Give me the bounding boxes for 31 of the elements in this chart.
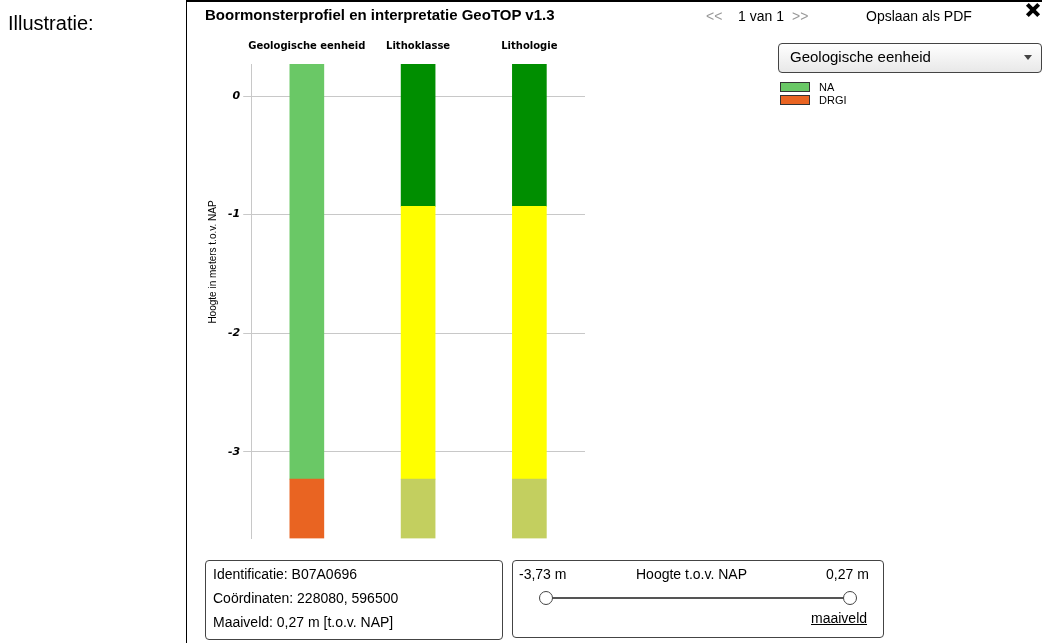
bar [400,64,436,207]
bar [400,205,436,480]
x-tick-label: Lithoklasse [386,39,451,51]
text: 0,27 m [826,566,869,582]
bar [512,205,547,480]
y-tick-label: 0 [232,88,241,102]
text: >> [792,8,809,24]
bar [289,64,325,480]
bar [400,478,436,539]
text: -3,73 m [519,566,567,582]
text: Identificatie: B07A0696 [213,566,357,582]
bar [512,478,547,539]
bar [512,64,547,207]
x-tick-label: Geologische eenheid [248,39,366,51]
text: Hoogte t.o.v. NAP [636,566,748,582]
y-tick-label: -1 [227,207,241,221]
y-axis-title: Hoogte in meters t.o.v. NAP [206,200,218,324]
legend-label: DRGI [819,93,847,106]
legend-label: NA [819,80,835,93]
text: maaiveld [811,610,868,626]
chart-title: Boormonsterprofiel en interpretatie GeoTOP v1.3 [205,6,555,23]
text: Illustratie: [8,12,94,35]
text: Opslaan als PDF [866,8,972,24]
y-tick-label: -3 [227,444,241,458]
text: << [706,8,723,24]
y-tick-label: -2 [227,326,241,340]
x-tick-label: Lithologie [501,39,558,51]
text: 1 van 1 [738,8,784,24]
text: Coördinaten: 228080, 596500 [213,590,399,606]
bar [289,478,325,539]
text: Maaiveld: 0,27 m [t.o.v. NAP] [213,614,394,630]
